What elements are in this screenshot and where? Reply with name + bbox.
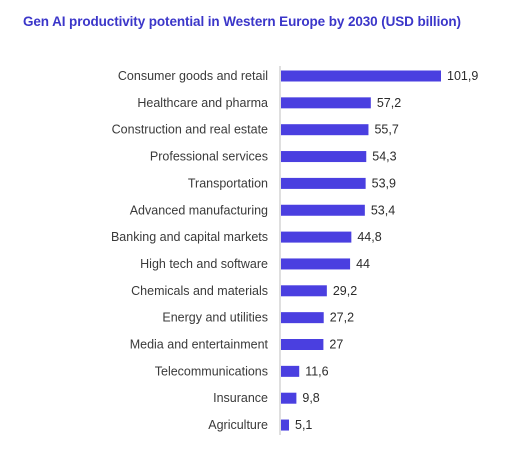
bar: [281, 258, 351, 270]
value-label: 9,8: [302, 391, 319, 405]
value-label: 44: [356, 257, 370, 271]
bar: [281, 285, 327, 297]
category-label: Healthcare and pharma: [137, 96, 268, 110]
bar: [281, 392, 297, 404]
bar: [281, 312, 324, 324]
chart-title: Gen AI productivity potential in Western…: [23, 14, 461, 29]
category-label: Agriculture: [208, 418, 268, 432]
bar: [281, 151, 367, 163]
bar: [281, 177, 366, 189]
value-label: 29,2: [333, 284, 357, 298]
value-label: 57,2: [377, 96, 401, 110]
category-label: Transportation: [188, 176, 268, 190]
category-label: Advanced manufacturing: [130, 203, 268, 217]
category-label: Telecommunications: [155, 364, 268, 378]
value-label: 5,1: [295, 418, 312, 432]
bar: [281, 339, 324, 350]
value-label: 27: [329, 338, 343, 352]
bar: [281, 70, 441, 82]
category-label: Banking and capital markets: [111, 230, 268, 244]
bar: [281, 97, 371, 109]
bar: [281, 204, 365, 216]
bar: [281, 124, 369, 136]
value-label: 11,6: [305, 364, 328, 378]
bar: [281, 365, 300, 377]
value-label: 54,3: [372, 150, 396, 164]
value-label: 53,9: [372, 176, 396, 190]
bar: [281, 419, 290, 431]
category-label: Energy and utilities: [162, 311, 268, 325]
category-label: High tech and software: [140, 257, 268, 271]
category-label: Media and entertainment: [130, 338, 269, 352]
value-label: 44,8: [357, 230, 381, 244]
category-label: Professional services: [150, 150, 268, 164]
value-label: 55,7: [374, 123, 398, 137]
value-label: 27,2: [330, 311, 354, 325]
value-label: 53,4: [371, 203, 395, 217]
category-label: Consumer goods and retail: [118, 69, 268, 83]
value-label: 101,9: [447, 69, 478, 83]
category-label: Construction and real estate: [112, 123, 268, 137]
category-label: Insurance: [213, 391, 268, 405]
bar: [281, 231, 352, 243]
category-label: Chemicals and materials: [131, 284, 268, 298]
